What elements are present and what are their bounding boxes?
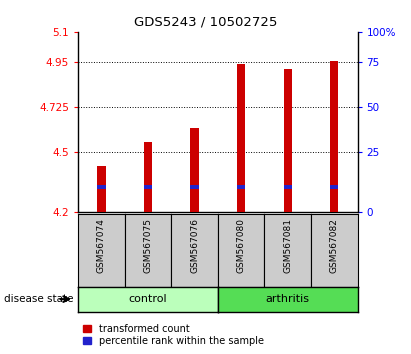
Bar: [330, 61, 339, 212]
Bar: [237, 64, 245, 212]
Bar: [237, 185, 245, 189]
Text: disease state: disease state: [4, 294, 74, 304]
Legend: transformed count, percentile rank within the sample: transformed count, percentile rank withi…: [83, 324, 263, 346]
Bar: [144, 185, 152, 189]
Bar: [97, 166, 106, 212]
Bar: [284, 69, 292, 212]
Bar: [190, 185, 199, 189]
Text: GSM567082: GSM567082: [330, 218, 339, 273]
Bar: [190, 128, 199, 212]
Text: arthritis: arthritis: [266, 294, 310, 304]
Bar: [284, 185, 292, 189]
Text: GSM567080: GSM567080: [237, 218, 246, 273]
Bar: [330, 185, 339, 189]
Bar: [97, 185, 106, 189]
Text: GSM567074: GSM567074: [97, 218, 106, 273]
Text: GDS5243 / 10502725: GDS5243 / 10502725: [134, 16, 277, 29]
Text: GSM567076: GSM567076: [190, 218, 199, 273]
Text: GSM567081: GSM567081: [283, 218, 292, 273]
Text: GSM567075: GSM567075: [143, 218, 152, 273]
Text: control: control: [129, 294, 167, 304]
Bar: [144, 142, 152, 212]
